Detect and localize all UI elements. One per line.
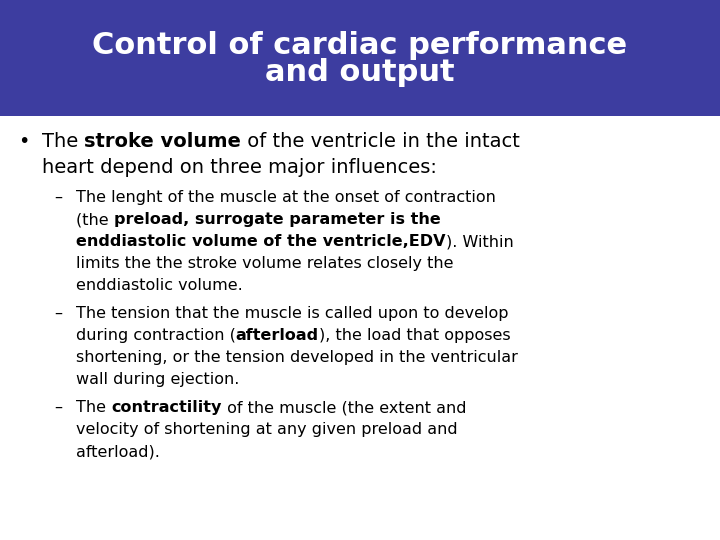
Text: velocity of shortening at any given preload and: velocity of shortening at any given prel… xyxy=(76,422,458,437)
Text: heart depend on three major influences:: heart depend on three major influences: xyxy=(42,158,437,177)
Text: contractility: contractility xyxy=(111,400,222,415)
Text: preload, surrogate parameter is the: preload, surrogate parameter is the xyxy=(114,212,441,227)
Text: afterload: afterload xyxy=(236,328,319,343)
Text: The lenght of the muscle at the onset of contraction: The lenght of the muscle at the onset of… xyxy=(76,190,496,205)
Text: limits the the stroke volume relates closely the: limits the the stroke volume relates clo… xyxy=(76,256,454,271)
Text: The: The xyxy=(42,132,84,151)
Text: afterload).: afterload). xyxy=(76,444,160,459)
Text: wall during ejection.: wall during ejection. xyxy=(76,372,239,387)
Text: The tension that the muscle is called upon to develop: The tension that the muscle is called up… xyxy=(76,306,508,321)
Text: and output: and output xyxy=(265,58,455,86)
Text: shortening, or the tension developed in the ventricular: shortening, or the tension developed in … xyxy=(76,350,518,365)
Text: stroke volume: stroke volume xyxy=(84,132,241,151)
Text: –: – xyxy=(54,400,62,415)
Text: during contraction (: during contraction ( xyxy=(76,328,236,343)
Text: of the ventricle in the intact: of the ventricle in the intact xyxy=(241,132,521,151)
Text: (the: (the xyxy=(76,212,114,227)
Text: enddiastolic volume.: enddiastolic volume. xyxy=(76,278,243,293)
Text: –: – xyxy=(54,306,62,321)
Text: enddiastolic volume of the ventricle,EDV: enddiastolic volume of the ventricle,EDV xyxy=(76,234,446,249)
Text: Control of cardiac performance: Control of cardiac performance xyxy=(92,31,628,59)
Text: The: The xyxy=(76,400,111,415)
Text: of the muscle (the extent and: of the muscle (the extent and xyxy=(222,400,466,415)
FancyBboxPatch shape xyxy=(0,0,720,116)
Text: –: – xyxy=(54,190,62,205)
Text: •: • xyxy=(18,132,30,151)
Text: ), the load that opposes: ), the load that opposes xyxy=(319,328,510,343)
Text: ). Within: ). Within xyxy=(446,234,513,249)
